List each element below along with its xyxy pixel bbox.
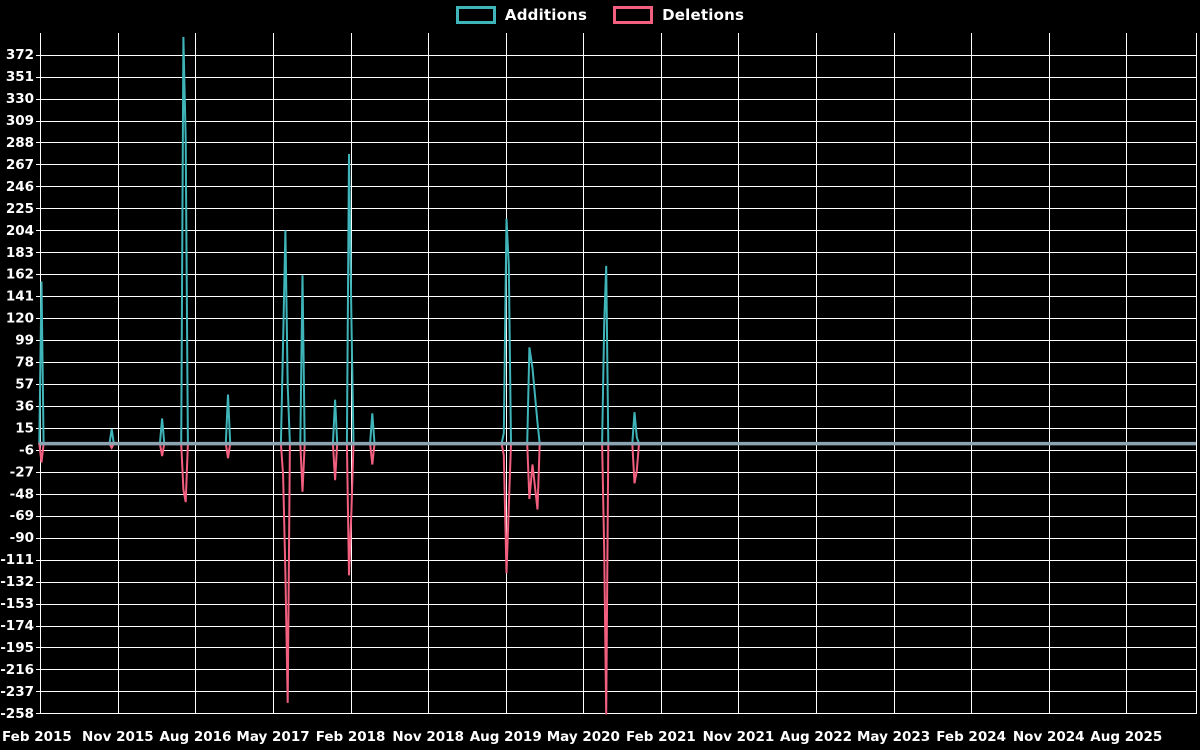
svg-text:204: 204 — [6, 223, 34, 239]
svg-text:Aug 2022: Aug 2022 — [780, 729, 852, 745]
svg-text:78: 78 — [15, 355, 34, 371]
svg-text:225: 225 — [6, 201, 34, 217]
svg-text:-69: -69 — [10, 508, 34, 524]
svg-text:Nov 2018: Nov 2018 — [392, 729, 464, 745]
svg-text:267: 267 — [6, 157, 34, 173]
svg-text:141: 141 — [6, 289, 34, 305]
svg-text:-6: -6 — [19, 442, 34, 458]
svg-text:183: 183 — [6, 245, 34, 261]
svg-text:Aug 2016: Aug 2016 — [159, 729, 231, 745]
legend-item-additions[interactable]: Additions — [455, 6, 588, 24]
svg-text:-195: -195 — [0, 640, 34, 656]
svg-text:Nov 2021: Nov 2021 — [703, 729, 775, 745]
svg-text:May 2023: May 2023 — [857, 729, 930, 745]
svg-text:May 2017: May 2017 — [236, 729, 309, 745]
legend-label-additions: Additions — [504, 6, 588, 24]
svg-text:15: 15 — [15, 420, 34, 436]
svg-text:351: 351 — [6, 69, 34, 85]
svg-text:-258: -258 — [0, 706, 34, 722]
svg-text:-153: -153 — [0, 596, 34, 612]
svg-text:Aug 2019: Aug 2019 — [470, 729, 542, 745]
svg-text:Nov 2015: Nov 2015 — [82, 729, 154, 745]
svg-text:Feb 2018: Feb 2018 — [316, 729, 386, 745]
legend-item-deletions[interactable]: Deletions — [613, 6, 744, 24]
legend-label-deletions: Deletions — [662, 6, 745, 24]
svg-text:57: 57 — [15, 377, 34, 393]
additions-swatch-icon — [455, 6, 496, 24]
svg-text:Nov 2024: Nov 2024 — [1013, 729, 1085, 745]
svg-text:-216: -216 — [0, 662, 34, 678]
svg-text:-90: -90 — [10, 530, 34, 546]
svg-text:-27: -27 — [10, 464, 34, 480]
svg-text:288: 288 — [6, 135, 34, 151]
svg-text:162: 162 — [6, 267, 34, 283]
svg-text:Feb 2021: Feb 2021 — [626, 729, 696, 745]
svg-text:Feb 2015: Feb 2015 — [2, 729, 72, 745]
svg-text:-174: -174 — [0, 618, 34, 634]
svg-text:-237: -237 — [0, 684, 34, 700]
svg-text:May 2020: May 2020 — [547, 729, 620, 745]
svg-text:-48: -48 — [10, 486, 34, 502]
svg-text:246: 246 — [6, 179, 34, 195]
svg-text:99: 99 — [15, 333, 34, 349]
svg-text:372: 372 — [6, 47, 34, 63]
chart-legend: Additions Deletions — [0, 6, 1200, 24]
svg-text:Feb 2024: Feb 2024 — [936, 729, 1006, 745]
svg-text:330: 330 — [6, 91, 34, 107]
svg-text:-132: -132 — [0, 574, 34, 590]
svg-text:Aug 2025: Aug 2025 — [1090, 729, 1162, 745]
svg-text:36: 36 — [15, 398, 34, 414]
deletions-swatch-icon — [613, 6, 654, 24]
svg-text:309: 309 — [6, 113, 34, 129]
svg-text:-111: -111 — [0, 552, 34, 568]
svg-text:120: 120 — [6, 311, 34, 327]
